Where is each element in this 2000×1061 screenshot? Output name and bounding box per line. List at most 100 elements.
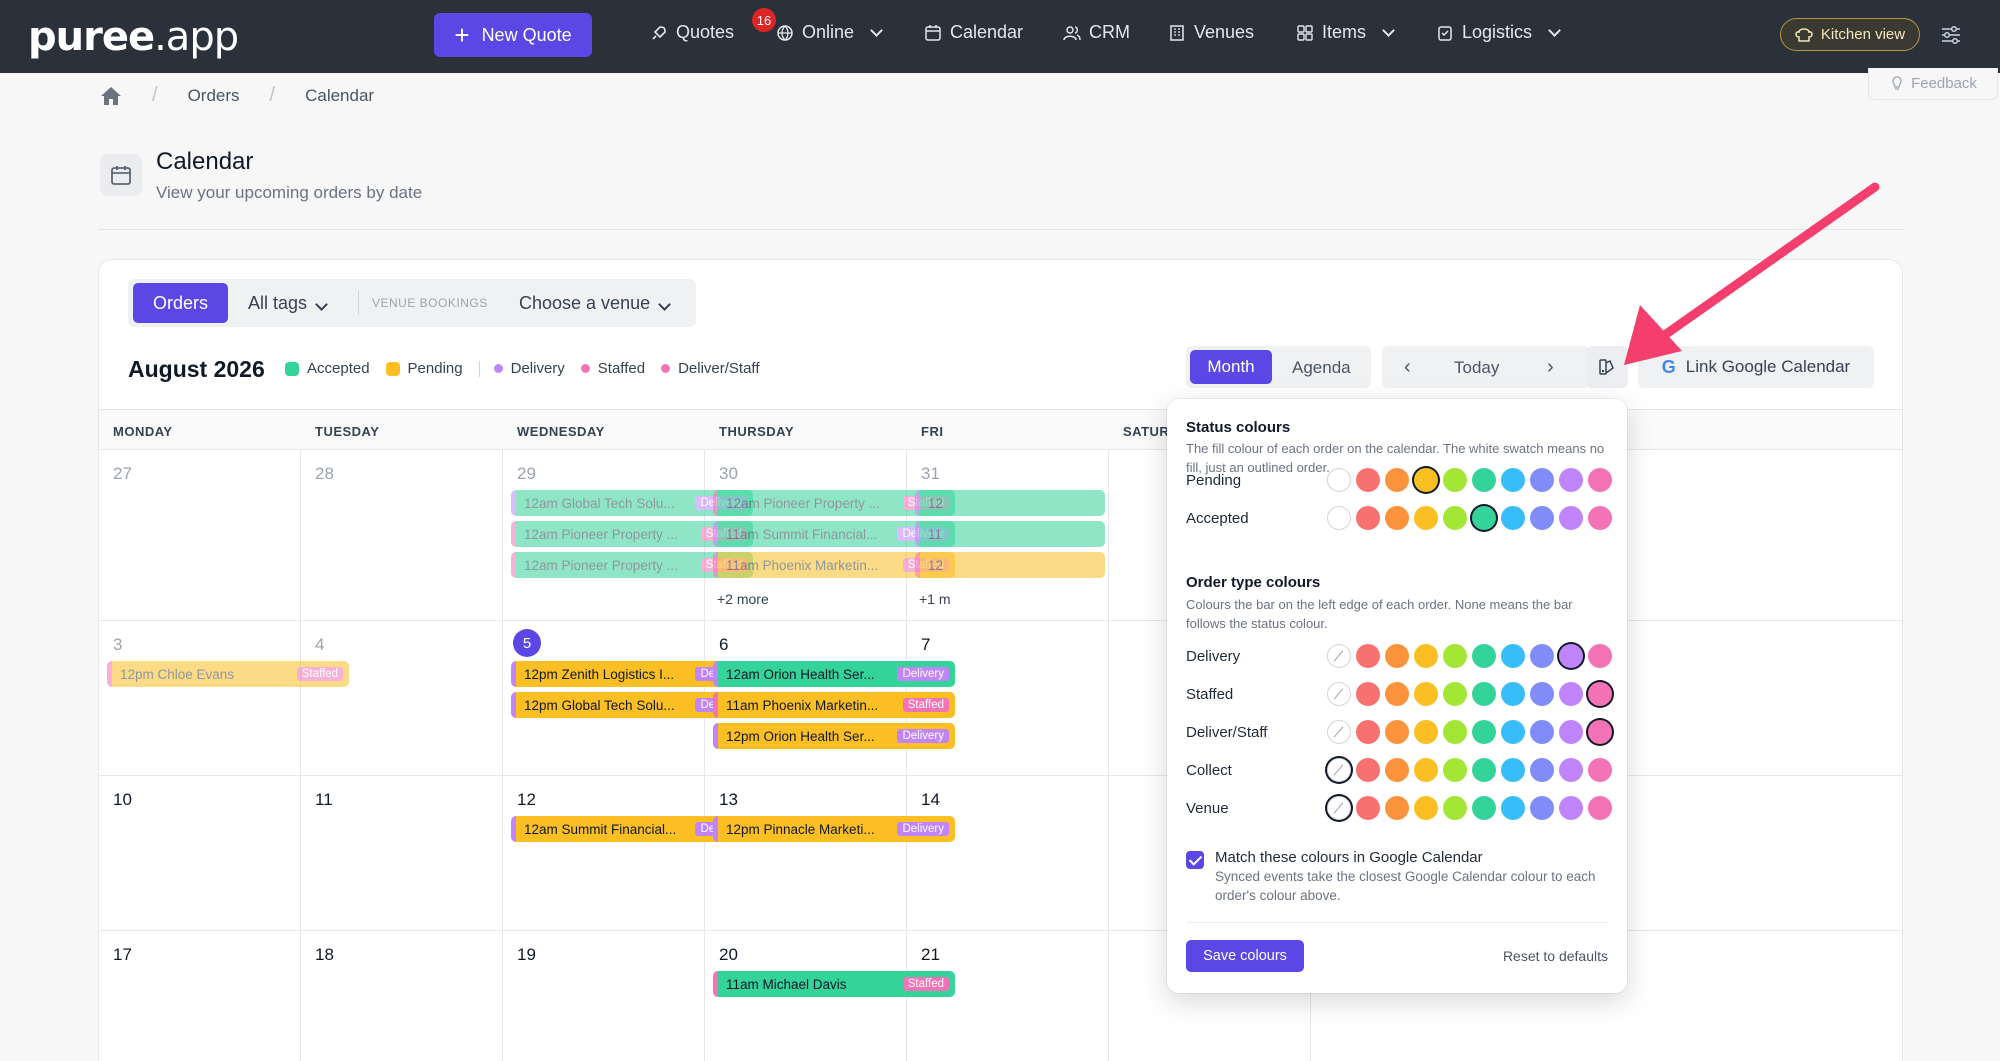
- kitchen-view-button[interactable]: Kitchen view: [1780, 18, 1920, 51]
- none-swatch[interactable]: [1327, 758, 1351, 782]
- day-cell[interactable]: 14: [907, 776, 1109, 931]
- month-view-button[interactable]: Month: [1190, 350, 1272, 384]
- day-cell[interactable]: 4: [301, 621, 503, 776]
- order-event[interactable]: 12pm Orion Health Ser... Delivery: [713, 723, 955, 749]
- day-cell[interactable]: 20 11am Michael Davis Staffed: [705, 931, 955, 1061]
- match-google-checkbox[interactable]: [1186, 851, 1204, 869]
- app-logo[interactable]: puree.app: [28, 14, 239, 60]
- order-event[interactable]: 11am Phoenix Marketin... Staffed: [713, 692, 955, 718]
- colour-swatch[interactable]: [1588, 720, 1612, 744]
- colour-swatch[interactable]: [1385, 720, 1409, 744]
- nav-online[interactable]: Online: [776, 22, 883, 43]
- day-cell[interactable]: 7: [907, 621, 1109, 776]
- colour-swatch[interactable]: [1559, 720, 1583, 744]
- day-cell[interactable]: 13 12pm Pinnacle Marketi... Delivery: [705, 776, 955, 931]
- colour-swatch[interactable]: [1501, 796, 1525, 820]
- none-swatch[interactable]: [1327, 720, 1351, 744]
- colour-swatch[interactable]: [1501, 506, 1525, 530]
- colour-swatch[interactable]: [1356, 468, 1380, 492]
- reset-defaults-link[interactable]: Reset to defaults: [1502, 948, 1608, 964]
- colour-swatch[interactable]: [1559, 758, 1583, 782]
- day-cell[interactable]: 30 12am Pioneer Property ...Staffed 11am S…: [705, 450, 955, 621]
- colour-swatch[interactable]: [1356, 758, 1380, 782]
- colour-swatch[interactable]: [1472, 506, 1496, 530]
- day-cell[interactable]: 19: [503, 931, 705, 1061]
- colour-swatch[interactable]: [1472, 758, 1496, 782]
- day-cell[interactable]: 11: [301, 776, 503, 931]
- nav-venues[interactable]: Venues: [1168, 22, 1254, 43]
- day-cell[interactable]: 28: [301, 450, 503, 621]
- colour-swatch[interactable]: [1356, 644, 1380, 668]
- colour-swatch[interactable]: [1356, 720, 1380, 744]
- colour-swatch[interactable]: [1472, 720, 1496, 744]
- colour-swatch[interactable]: [1559, 468, 1583, 492]
- colour-swatch[interactable]: [1530, 644, 1554, 668]
- day-cell[interactable]: 31 12 11 12 +1 m: [907, 450, 1109, 621]
- colour-swatch[interactable]: [1588, 644, 1612, 668]
- breadcrumb-orders[interactable]: Orders: [187, 85, 240, 105]
- order-event[interactable]: 12pm Chloe Evans Staffed: [107, 661, 349, 687]
- day-cell[interactable]: 3 12pm Chloe Evans Staffed: [99, 621, 349, 776]
- nav-items[interactable]: Items: [1296, 22, 1395, 43]
- colour-swatch[interactable]: [1414, 506, 1438, 530]
- day-cell[interactable]: 17: [99, 931, 301, 1061]
- chevron-right-icon[interactable]: ›: [1547, 356, 1554, 378]
- colour-swatch[interactable]: [1588, 758, 1612, 782]
- order-event[interactable]: 11: [915, 521, 1105, 547]
- colour-swatch[interactable]: [1588, 468, 1612, 492]
- day-cell[interactable]: [1109, 931, 1311, 1061]
- colour-swatch[interactable]: [1530, 796, 1554, 820]
- none-swatch[interactable]: [1327, 796, 1351, 820]
- colour-swatch[interactable]: [1530, 758, 1554, 782]
- colour-swatch[interactable]: [1588, 682, 1612, 706]
- colour-swatch[interactable]: [1443, 796, 1467, 820]
- colour-swatch[interactable]: [1443, 758, 1467, 782]
- colour-swatch[interactable]: [1530, 468, 1554, 492]
- new-quote-button[interactable]: + New Quote: [434, 13, 592, 57]
- colour-swatch[interactable]: [1356, 506, 1380, 530]
- colour-swatch[interactable]: [1414, 720, 1438, 744]
- colour-swatch[interactable]: [1414, 758, 1438, 782]
- colour-swatch[interactable]: [1385, 468, 1409, 492]
- colour-swatch[interactable]: [1356, 796, 1380, 820]
- chevron-left-icon[interactable]: ‹: [1404, 356, 1411, 378]
- home-icon[interactable]: [100, 86, 122, 106]
- order-event[interactable]: 12am Orion Health Ser... Delivery: [713, 661, 955, 687]
- colour-swatch[interactable]: [1559, 644, 1583, 668]
- colour-settings-button[interactable]: [1586, 346, 1628, 388]
- feedback-button[interactable]: Feedback: [1868, 68, 1998, 100]
- orders-filter-button[interactable]: Orders: [133, 283, 228, 323]
- day-cell[interactable]: 21: [907, 931, 1109, 1061]
- colour-swatch[interactable]: [1385, 758, 1409, 782]
- colour-swatch[interactable]: [1501, 682, 1525, 706]
- colour-swatch[interactable]: [1414, 468, 1438, 492]
- colour-swatch[interactable]: [1385, 796, 1409, 820]
- colour-swatch[interactable]: [1385, 682, 1409, 706]
- colour-swatch[interactable]: [1385, 506, 1409, 530]
- all-tags-dropdown[interactable]: All tags: [248, 293, 328, 314]
- colour-swatch[interactable]: [1472, 682, 1496, 706]
- colour-swatch[interactable]: [1356, 682, 1380, 706]
- colour-swatch[interactable]: [1414, 796, 1438, 820]
- day-cell[interactable]: 10: [99, 776, 301, 931]
- nav-calendar[interactable]: Calendar: [924, 22, 1023, 43]
- colour-swatch[interactable]: [1501, 758, 1525, 782]
- colour-swatch[interactable]: [1472, 644, 1496, 668]
- colour-swatch[interactable]: [1443, 720, 1467, 744]
- colour-swatch[interactable]: [1559, 796, 1583, 820]
- colour-swatch[interactable]: [1501, 644, 1525, 668]
- today-button[interactable]: Today: [1454, 358, 1500, 377]
- more-events-link[interactable]: +1 m: [919, 591, 951, 607]
- colour-swatch[interactable]: [1501, 468, 1525, 492]
- nav-logistics[interactable]: Logistics: [1436, 22, 1561, 43]
- day-cell[interactable]: 18: [301, 931, 503, 1061]
- order-event[interactable]: 12: [915, 490, 1105, 516]
- colour-swatch[interactable]: [1530, 720, 1554, 744]
- day-cell[interactable]: 27: [99, 450, 301, 621]
- colour-swatch[interactable]: [1559, 506, 1583, 530]
- colour-swatch[interactable]: [1443, 644, 1467, 668]
- order-event[interactable]: 11am Michael Davis Staffed: [713, 971, 955, 997]
- colour-swatch[interactable]: [1443, 468, 1467, 492]
